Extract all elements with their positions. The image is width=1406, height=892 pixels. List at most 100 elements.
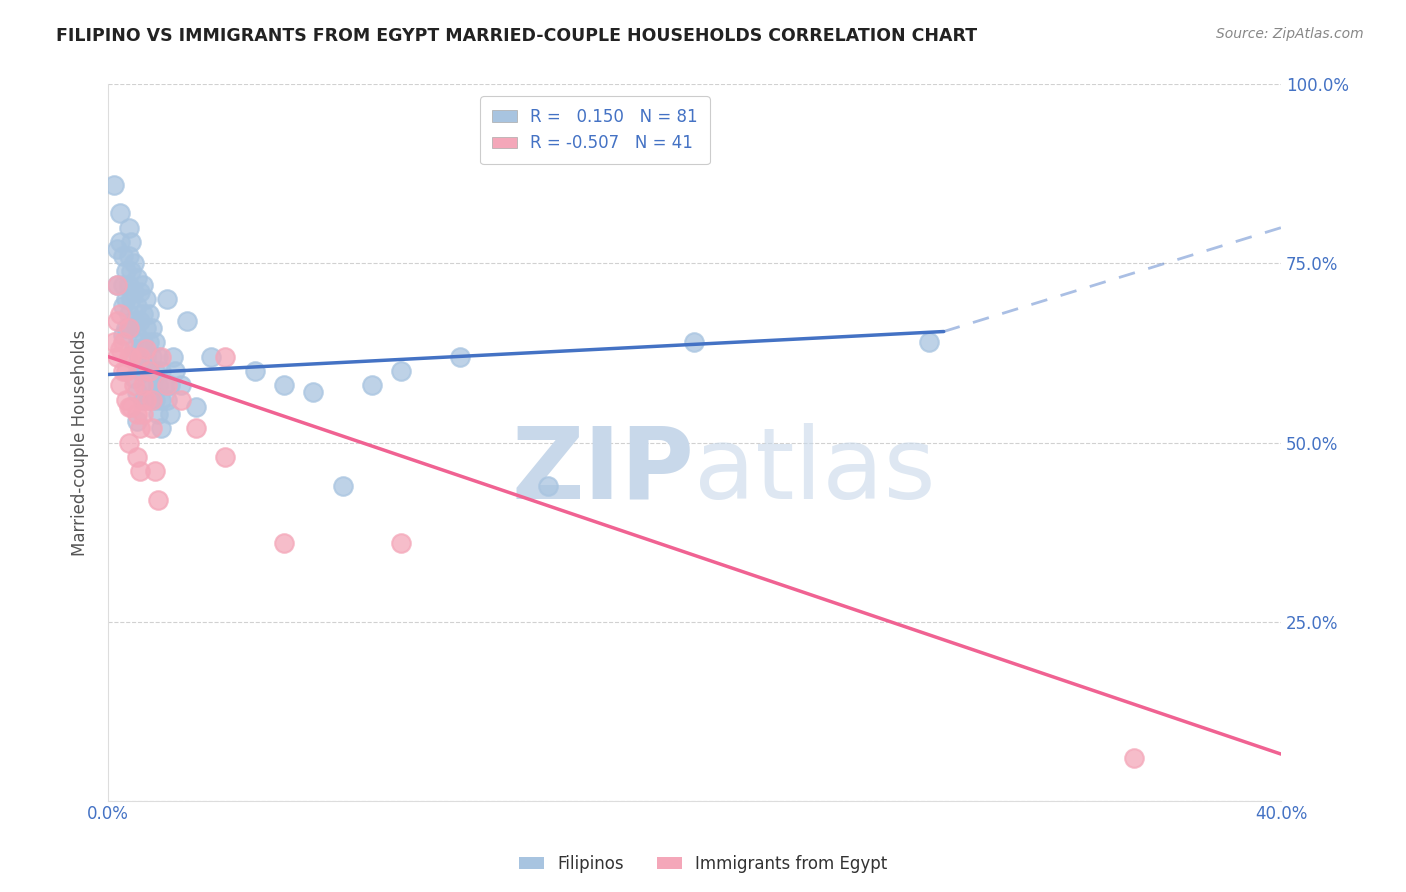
Point (165, 364, 187, 378)
Point (143, 464, 166, 478)
Point (159, 407, 181, 421)
Point (114, 392, 136, 407)
Point (141, 392, 163, 407)
Point (114, 321, 136, 335)
Point (135, 343, 157, 357)
Point (162, 350, 184, 364)
Point (103, 178, 125, 192)
Point (127, 407, 149, 421)
Point (132, 364, 155, 378)
Point (117, 249, 139, 263)
Point (108, 206, 131, 220)
Point (361, 378, 384, 392)
Point (159, 378, 181, 392)
Point (141, 378, 163, 392)
Point (127, 357, 149, 371)
Point (124, 378, 146, 392)
Point (108, 307, 131, 321)
Point (135, 321, 157, 335)
Point (138, 335, 160, 350)
Point (129, 285, 152, 300)
Point (129, 350, 152, 364)
Point (111, 335, 134, 350)
Point (114, 263, 136, 277)
Point (132, 335, 155, 350)
Point (683, 335, 706, 350)
Point (117, 435, 139, 450)
Point (129, 364, 152, 378)
Point (129, 464, 152, 478)
Point (149, 421, 172, 435)
Point (127, 450, 149, 464)
Point (146, 378, 169, 392)
Point (132, 307, 155, 321)
Point (114, 364, 136, 378)
Point (105, 277, 128, 292)
Point (146, 492, 169, 507)
Point (132, 277, 155, 292)
Point (149, 364, 172, 378)
Point (141, 421, 163, 435)
Point (135, 293, 157, 307)
Point (132, 378, 155, 392)
Point (127, 270, 149, 285)
Point (389, 536, 412, 550)
Point (120, 263, 142, 277)
Point (149, 350, 172, 364)
Point (141, 321, 163, 335)
Point (537, 478, 560, 492)
Point (127, 414, 149, 428)
Point (332, 478, 354, 492)
Point (146, 407, 169, 421)
Point (108, 343, 131, 357)
Point (124, 314, 146, 328)
Point (129, 343, 152, 357)
Legend: Filipinos, Immigrants from Egypt: Filipinos, Immigrants from Egypt (512, 848, 894, 880)
Point (120, 321, 142, 335)
Point (127, 385, 149, 400)
Point (214, 450, 236, 464)
Point (117, 220, 139, 235)
Text: ZIP: ZIP (512, 423, 695, 520)
Point (111, 249, 134, 263)
Point (389, 364, 412, 378)
Point (273, 378, 295, 392)
Point (103, 335, 125, 350)
Point (111, 277, 134, 292)
Point (120, 235, 142, 249)
Point (156, 293, 179, 307)
Point (135, 350, 157, 364)
Point (120, 293, 142, 307)
Point (111, 364, 134, 378)
Point (152, 378, 174, 392)
Point (117, 307, 139, 321)
Point (243, 364, 266, 378)
Point (176, 314, 198, 328)
Point (129, 314, 152, 328)
Point (214, 350, 236, 364)
Point (105, 242, 128, 256)
Point (124, 285, 146, 300)
Point (146, 350, 169, 364)
Point (138, 307, 160, 321)
Point (143, 364, 166, 378)
Point (108, 235, 131, 249)
Text: atlas: atlas (695, 423, 936, 520)
Point (138, 364, 160, 378)
Point (105, 314, 128, 328)
Point (1123, 750, 1146, 764)
Point (143, 335, 166, 350)
Point (117, 400, 139, 414)
Point (918, 335, 941, 350)
Y-axis label: Married-couple Households: Married-couple Households (72, 329, 89, 556)
Point (200, 350, 222, 364)
Point (138, 392, 160, 407)
Point (135, 392, 157, 407)
Point (449, 350, 471, 364)
Point (149, 392, 172, 407)
Point (156, 392, 179, 407)
Point (111, 300, 134, 314)
Legend: R =   0.150   N = 81, R = -0.507   N = 41: R = 0.150 N = 81, R = -0.507 N = 41 (481, 96, 710, 164)
Point (138, 364, 160, 378)
Point (170, 392, 193, 407)
